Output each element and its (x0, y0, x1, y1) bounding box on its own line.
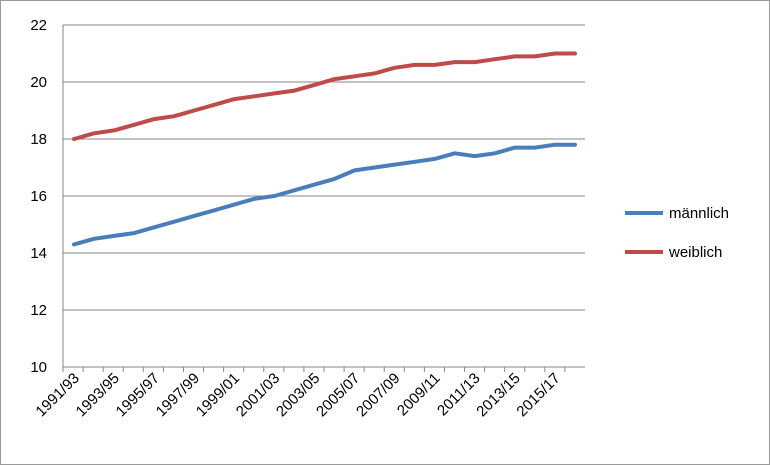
y-tick-label: 16 (30, 188, 47, 205)
series-layer (72, 51, 577, 247)
x-tick-label: 2015/17 (513, 370, 563, 420)
y-tick-label: 14 (30, 245, 47, 262)
x-tick-label: 1999/01 (193, 370, 243, 420)
x-tick-label: 2003/05 (273, 370, 323, 420)
series-line-2 (72, 51, 577, 141)
x-tick-label: 1993/95 (73, 370, 123, 420)
x-tick-label: 2001/03 (233, 370, 283, 420)
legend-label-2: weiblich (668, 244, 722, 261)
axes: 10 12 14 16 18 20 22 1991/931993/951995/971997/… (30, 17, 585, 420)
y-tick-label: 18 (30, 131, 47, 148)
y-tick-label: 22 (30, 17, 47, 34)
x-tick-label: 2013/15 (473, 370, 523, 420)
series-line-1 (72, 142, 577, 247)
legend-label-1: männlich (669, 205, 729, 222)
x-tick-label: 2009/11 (394, 370, 444, 420)
y-tick-label: 10 (30, 359, 47, 376)
legend: männlich weiblich (625, 205, 729, 261)
x-tick-label: 1997/99 (153, 370, 203, 420)
grid (63, 24, 585, 311)
x-tick-label: 1991/93 (32, 370, 82, 420)
x-tick-label: 2007/09 (353, 370, 403, 420)
x-tick-label: 2005/07 (313, 370, 363, 420)
y-tick-label: 12 (30, 302, 47, 319)
y-tick-label: 20 (30, 74, 47, 91)
x-tick-label: 1995/97 (113, 370, 163, 420)
